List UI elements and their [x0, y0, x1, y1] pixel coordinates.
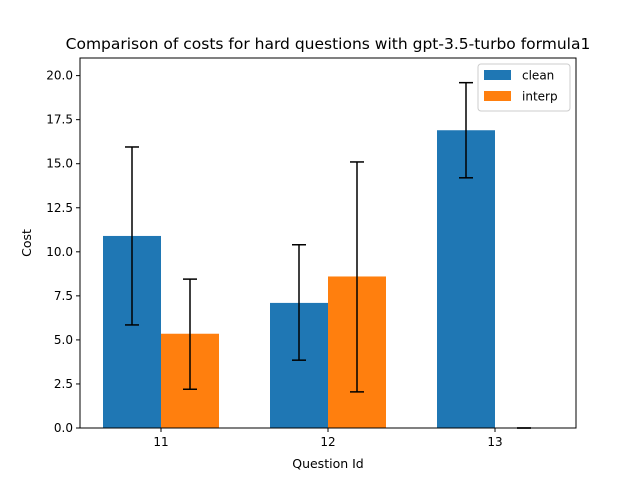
legend: clean interp — [477, 63, 571, 112]
y-axis-label: Cost — [19, 229, 34, 257]
legend-swatch-clean — [484, 70, 511, 80]
legend-swatch-interp — [484, 91, 511, 101]
x-tick-label: 13 — [487, 435, 502, 449]
errorbar-clean-13 — [459, 81, 473, 179]
y-tick-label: 15.0 — [46, 157, 73, 171]
y-tick-label: 12.5 — [46, 201, 73, 215]
y-tick-label: 7.5 — [54, 289, 73, 303]
legend-label-clean: clean — [522, 69, 554, 83]
y-tick-label: 17.5 — [46, 113, 73, 127]
x-axis: 11 12 13 — [153, 428, 503, 449]
x-tick-label: 11 — [153, 435, 168, 449]
bar-clean-13 — [437, 130, 495, 428]
chart-title: Comparison of costs for hard questions w… — [66, 35, 591, 53]
x-tick-label: 12 — [320, 435, 335, 449]
y-tick-label: 20.0 — [46, 69, 73, 83]
legend-label-interp: interp — [522, 90, 558, 104]
y-axis: 0.0 2.5 5.0 7.5 10.0 12.5 15.0 17.5 20.0 — [46, 69, 80, 435]
y-tick-label: 2.5 — [54, 377, 73, 391]
errorbars-layer — [125, 81, 531, 429]
errorbar-clean-11 — [125, 146, 139, 326]
errorbar-clean-12 — [292, 244, 306, 361]
y-tick-label: 0.0 — [54, 421, 73, 435]
x-axis-label: Question Id — [292, 456, 364, 471]
errorbar-interp-12 — [350, 161, 364, 393]
y-tick-label: 5.0 — [54, 333, 73, 347]
y-tick-label: 10.0 — [46, 245, 73, 259]
errorbar-interp-11 — [183, 278, 197, 390]
